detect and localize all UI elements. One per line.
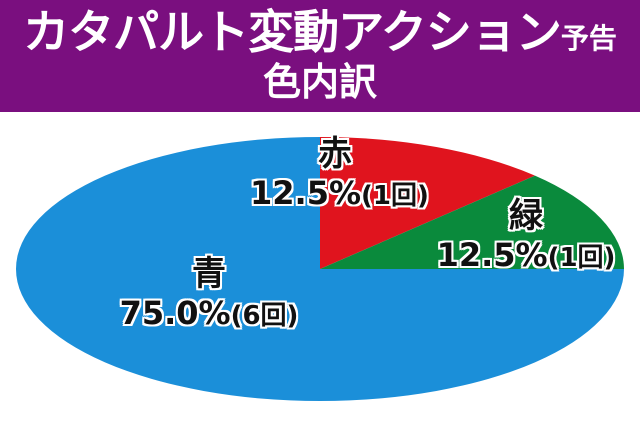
chart-title-suffix: 予告 (560, 22, 617, 55)
slice-name-red: 赤 (318, 134, 352, 174)
slice-count-green: (1回) (547, 243, 616, 273)
slice-label-green: 緑 12.5%(1回) (428, 196, 624, 274)
slice-name-green: 緑 (509, 196, 543, 236)
slice-name-blue: 青 (192, 254, 226, 294)
pie-slice-blue (16, 137, 624, 401)
slice-percent-blue: 75.0% (119, 294, 231, 332)
slice-count-red: (1回) (361, 181, 429, 211)
chart-title-main: カタパルト変動アクション (23, 5, 562, 59)
slice-percent-red: 12.5% (250, 174, 362, 212)
pie-chart (16, 137, 624, 401)
chart-subtitle: 色内訳 (262, 60, 377, 104)
pie-slice-green (320, 175, 624, 269)
plot-area: 赤 12.5%(1回) 緑 12.5%(1回) 青 75.0%(6回) (0, 112, 640, 428)
pie-slice-red (320, 137, 535, 269)
slice-label-red: 赤 12.5%(1回) (250, 134, 429, 212)
slice-count-blue: (6回) (230, 301, 299, 331)
header-banner: カタパルト変動アクション予告 色内訳 (0, 0, 640, 112)
slice-percent-green: 12.5% (436, 236, 548, 274)
chart-title: カタパルト変動アクション予告 (0, 4, 640, 67)
slice-label-blue: 青 75.0%(6回) (104, 254, 314, 332)
